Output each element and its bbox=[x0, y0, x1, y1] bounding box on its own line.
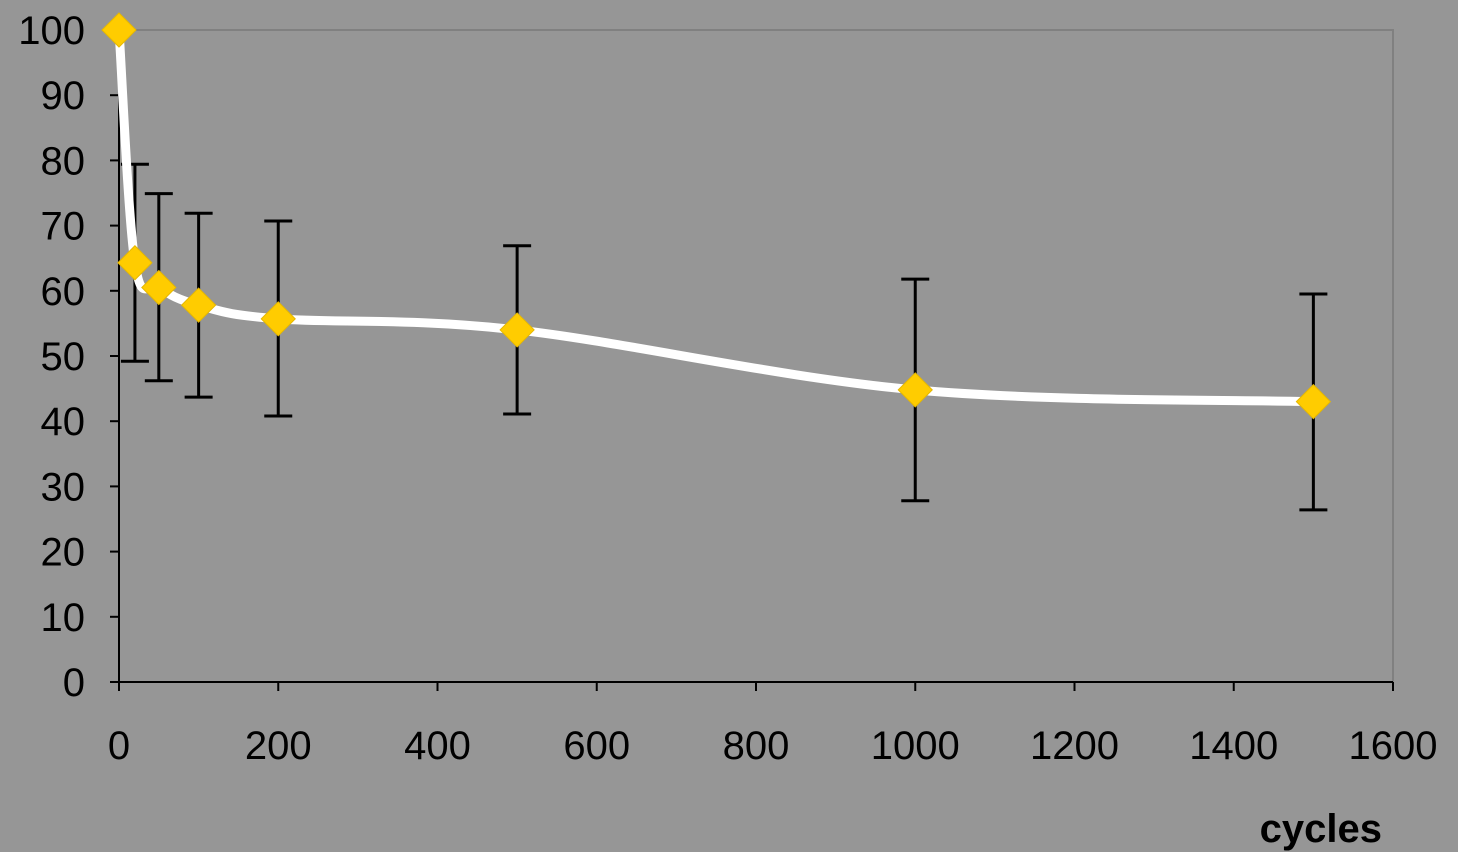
y-tick-label: 70 bbox=[41, 205, 86, 249]
error-bars bbox=[120, 162, 1328, 512]
data-point-marker bbox=[499, 312, 535, 348]
y-tick-label: 0 bbox=[63, 661, 85, 705]
data-point-marker bbox=[180, 287, 217, 323]
x-tick-label: 1000 bbox=[871, 724, 960, 768]
data-point-marker bbox=[897, 372, 933, 408]
plot-area bbox=[118, 29, 1394, 683]
y-tick-label: 50 bbox=[41, 335, 86, 379]
data-point-marker bbox=[260, 301, 296, 337]
y-tick-label: 20 bbox=[41, 531, 86, 575]
y-tick-label: 40 bbox=[41, 400, 86, 444]
y-tick-label: 100 bbox=[18, 9, 85, 53]
x-tick-label: 200 bbox=[245, 724, 312, 768]
y-tick-label: 90 bbox=[41, 74, 86, 118]
y-tick-label: 10 bbox=[41, 596, 86, 640]
y-tick-label: 30 bbox=[41, 465, 86, 509]
y-tick-label: 80 bbox=[41, 139, 86, 183]
x-tick-label: 1200 bbox=[1030, 724, 1119, 768]
x-tick-label: 0 bbox=[108, 724, 130, 768]
x-tick-label: 600 bbox=[563, 724, 630, 768]
y-tick-label: 60 bbox=[41, 270, 86, 314]
data-point-marker bbox=[117, 245, 153, 281]
data-point-marker bbox=[141, 269, 177, 306]
data-point-marker bbox=[1295, 383, 1332, 420]
x-axis-title: cycles bbox=[1260, 807, 1382, 851]
x-tick-label: 1400 bbox=[1189, 724, 1278, 768]
x-tick-label: 1600 bbox=[1349, 724, 1438, 768]
x-tick-label: 800 bbox=[723, 724, 790, 768]
data-point-marker bbox=[101, 12, 137, 48]
y-axis: 0 10 20 30 40 50 60 70 80 90 100 bbox=[18, 9, 120, 705]
markers bbox=[101, 12, 1332, 420]
x-tick-label: 400 bbox=[404, 724, 471, 768]
x-axis: 0 200 400 600 800 1000 1200 1400 1600 bbox=[108, 681, 1438, 768]
